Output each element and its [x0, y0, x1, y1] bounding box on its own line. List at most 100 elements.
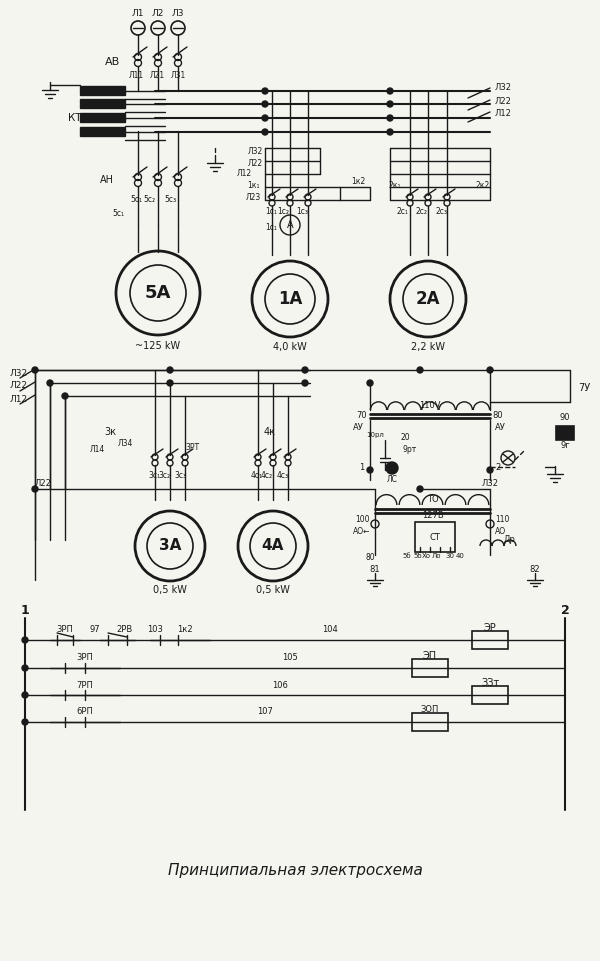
- Text: ~125 kW: ~125 kW: [136, 341, 181, 351]
- Text: 20: 20: [400, 432, 410, 441]
- Circle shape: [62, 393, 68, 399]
- Text: п: п: [562, 430, 568, 438]
- Text: Л23: Л23: [245, 193, 260, 203]
- Text: ЗЗт: ЗЗт: [481, 678, 499, 688]
- Text: Л1: Л1: [132, 10, 144, 18]
- Text: 10рл: 10рл: [366, 432, 384, 438]
- Circle shape: [22, 719, 28, 725]
- Text: Л2: Л2: [152, 10, 164, 18]
- Text: КТ: КТ: [68, 113, 82, 123]
- Circle shape: [417, 486, 423, 492]
- Text: 4с₂: 4с₂: [261, 472, 273, 480]
- Circle shape: [262, 88, 268, 94]
- Text: Л22: Л22: [247, 159, 263, 167]
- Circle shape: [22, 665, 28, 671]
- Text: 106: 106: [272, 680, 288, 689]
- Text: 3с₃: 3с₃: [174, 472, 186, 480]
- Text: 3А: 3А: [159, 538, 181, 554]
- Text: 0,5 kW: 0,5 kW: [153, 585, 187, 595]
- Text: 5б: 5б: [403, 553, 412, 559]
- Circle shape: [302, 367, 308, 373]
- Text: 2к2: 2к2: [476, 181, 490, 189]
- Circle shape: [262, 101, 268, 107]
- Text: 105: 105: [282, 653, 298, 662]
- Text: 127В: 127В: [422, 511, 443, 521]
- Text: Л3: Л3: [172, 10, 184, 18]
- Text: 110: 110: [495, 515, 509, 525]
- Text: 2А: 2А: [416, 290, 440, 308]
- Text: 3к: 3к: [104, 427, 116, 437]
- Text: 2РВ: 2РВ: [117, 626, 133, 634]
- Text: Л32: Л32: [482, 480, 499, 488]
- Text: 5с₁: 5с₁: [130, 195, 142, 205]
- Circle shape: [387, 129, 393, 135]
- Text: 5с₁: 5с₁: [112, 209, 124, 218]
- Text: 4к: 4к: [264, 427, 276, 437]
- Circle shape: [167, 380, 173, 386]
- Text: Л32: Л32: [247, 147, 263, 157]
- Text: 80: 80: [365, 554, 375, 562]
- Circle shape: [302, 380, 308, 386]
- Text: ЛС: ЛС: [386, 476, 397, 484]
- Text: Л22: Л22: [495, 96, 512, 106]
- Bar: [80, 86, 125, 95]
- Circle shape: [417, 367, 423, 373]
- Text: Л12: Л12: [10, 395, 28, 404]
- Text: Л22: Л22: [35, 480, 52, 488]
- Text: АУ: АУ: [353, 424, 364, 432]
- Circle shape: [32, 486, 38, 492]
- Text: 1с₂: 1с₂: [277, 208, 289, 216]
- Text: 2к₁: 2к₁: [389, 181, 401, 189]
- Circle shape: [32, 367, 38, 373]
- Circle shape: [22, 692, 28, 698]
- Bar: [415, 522, 455, 552]
- Circle shape: [367, 467, 373, 473]
- Circle shape: [167, 367, 173, 373]
- Text: Л32: Л32: [10, 368, 28, 378]
- Text: 3РТ: 3РТ: [185, 443, 199, 453]
- Text: 3РП: 3РП: [56, 626, 73, 634]
- Text: 104: 104: [322, 626, 338, 634]
- Circle shape: [487, 367, 493, 373]
- Text: 4с₁: 4с₁: [251, 472, 263, 480]
- Circle shape: [262, 129, 268, 135]
- Text: 7РП: 7РП: [77, 680, 94, 689]
- Text: 2,2 kW: 2,2 kW: [411, 342, 445, 352]
- Text: 4А: 4А: [262, 538, 284, 554]
- Circle shape: [387, 88, 393, 94]
- Text: 3с₁: 3с₁: [148, 472, 160, 480]
- Text: 70: 70: [356, 410, 367, 420]
- Text: 1к2: 1к2: [351, 178, 365, 186]
- Text: 1с₁: 1с₁: [265, 208, 277, 216]
- Text: Л31: Л31: [170, 70, 185, 80]
- Text: 1с₃: 1с₃: [296, 208, 308, 216]
- Text: 6РП: 6РП: [77, 707, 94, 717]
- Text: АО: АО: [495, 528, 506, 536]
- Text: 90: 90: [560, 413, 570, 423]
- Text: АО←: АО←: [353, 528, 370, 536]
- Bar: [80, 127, 125, 136]
- Text: Хо: Хо: [421, 553, 431, 559]
- Text: 97: 97: [89, 626, 100, 634]
- Text: 4с₃: 4с₃: [277, 472, 289, 480]
- Circle shape: [367, 380, 373, 386]
- Text: 1к₁: 1к₁: [247, 181, 259, 189]
- Text: 82: 82: [530, 565, 541, 575]
- Text: Л12: Л12: [236, 169, 251, 179]
- Text: ТО: ТО: [427, 496, 439, 505]
- Text: А: А: [287, 220, 293, 230]
- Text: 107: 107: [257, 707, 273, 717]
- Text: АН: АН: [100, 175, 114, 185]
- Text: 1с₁: 1с₁: [265, 223, 277, 232]
- Text: 4,0 kW: 4,0 kW: [273, 342, 307, 352]
- Text: ЗОП: ЗОП: [421, 705, 439, 714]
- Text: 1к2: 1к2: [177, 626, 193, 634]
- Text: Л22: Л22: [10, 382, 28, 390]
- Circle shape: [47, 380, 53, 386]
- Circle shape: [387, 101, 393, 107]
- Text: 5А: 5А: [145, 284, 171, 302]
- Text: 1: 1: [359, 462, 365, 472]
- Text: 81: 81: [370, 565, 380, 575]
- Circle shape: [387, 115, 393, 121]
- Text: 80: 80: [493, 410, 503, 420]
